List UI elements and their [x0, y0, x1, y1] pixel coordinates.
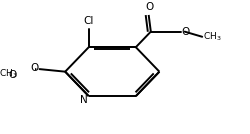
Text: N: N	[80, 95, 87, 105]
Text: Cl: Cl	[84, 16, 94, 26]
Text: O: O	[146, 2, 154, 12]
Text: O: O	[30, 64, 38, 73]
Text: O: O	[182, 27, 190, 37]
Text: CH$_3$: CH$_3$	[0, 68, 18, 81]
Text: CH$_3$: CH$_3$	[203, 31, 222, 43]
Text: O: O	[9, 70, 17, 80]
